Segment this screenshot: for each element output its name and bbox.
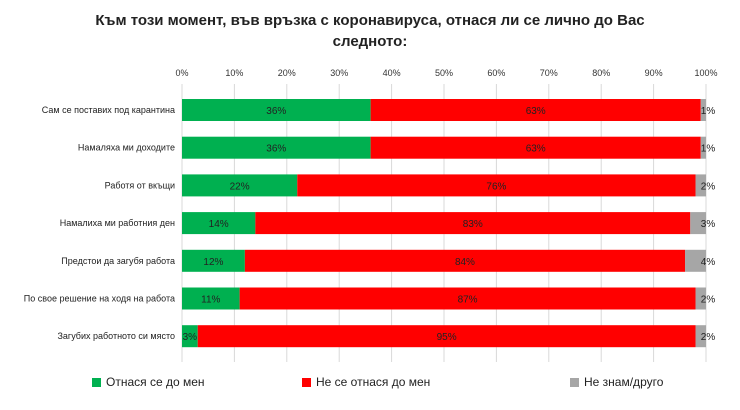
x-tick-label: 60% [487, 68, 505, 78]
bar-segment [197, 325, 696, 348]
x-tick-label: 10% [225, 68, 243, 78]
data-label: 95% [437, 332, 457, 343]
category-label: Сам се поставих под карантина [42, 105, 175, 115]
data-label: 3% [183, 332, 198, 343]
bar-segment [695, 325, 706, 348]
category-label: Намаляха ми доходите [78, 143, 175, 153]
bar-segment [695, 287, 706, 310]
data-label: 2% [701, 332, 716, 343]
legend-label: Не знам/друго [584, 375, 664, 389]
chart-legend: Отнася се до мен Не се отнася до мен Не зн… [0, 375, 740, 395]
data-label: 36% [266, 144, 286, 155]
bar-segment [182, 249, 245, 272]
category-label: Намалиха ми работния ден [60, 218, 175, 228]
legend-swatch [570, 377, 579, 387]
data-label: 2% [701, 295, 716, 306]
bar-segment [182, 174, 298, 197]
data-label: 22% [230, 181, 250, 192]
bar-segment [255, 212, 691, 235]
chart-title-line-1: Към този момент, във връзка с коронавиру… [95, 12, 645, 29]
stacked-bar-chart: 0% 10% 20% 30% 40% 50% 60% 70% 80% 90% 100% Сам се … [24, 68, 718, 362]
bar-segment [690, 212, 706, 235]
legend-label: Отнася се до мен [106, 375, 205, 389]
data-label: 1% [701, 144, 716, 155]
x-tick-label: 100% [694, 68, 717, 78]
bar-segment [244, 249, 686, 272]
bar-segment [695, 174, 706, 197]
legend-item: Не знам/друго [570, 375, 663, 389]
bar-segment [182, 136, 371, 159]
data-label: 84% [455, 257, 475, 268]
legend-label: Не се отнася до мен [316, 375, 431, 389]
chart-title-line-2: следното: [332, 33, 408, 50]
bar-segment [239, 287, 696, 310]
data-label: 76% [486, 181, 506, 192]
data-label: 1% [701, 106, 716, 117]
bar-segment [297, 174, 696, 197]
legend-swatch [302, 377, 311, 387]
data-label: 11% [201, 295, 220, 306]
bar-segment [182, 325, 198, 348]
x-tick-label: 20% [278, 68, 296, 78]
bar-segment [370, 136, 701, 159]
bar-segment [182, 212, 256, 235]
bar-segment [700, 99, 706, 121]
x-tick-label: 40% [383, 68, 401, 78]
data-label: 3% [701, 219, 716, 230]
data-label: 12% [203, 257, 223, 268]
category-label: Предстои да загубя работа [61, 256, 175, 266]
data-label: 63% [526, 106, 546, 117]
x-tick-label: 80% [592, 68, 610, 78]
bar-segment [700, 136, 706, 159]
data-label: 63% [526, 144, 546, 155]
x-tick-label: 0% [175, 68, 188, 78]
data-label: 2% [701, 181, 716, 192]
data-label: 83% [463, 219, 483, 230]
x-tick-label: 50% [435, 68, 453, 78]
bar-segment [685, 249, 706, 272]
bar-segment [370, 99, 701, 121]
x-tick-label: 30% [330, 68, 348, 78]
data-label: 14% [209, 219, 229, 230]
legend-item: Отнася се до мен [92, 375, 205, 389]
bar-segment [182, 287, 240, 310]
data-label: 87% [458, 295, 478, 306]
legend-item: Не се отнася до мен [302, 375, 430, 389]
legend-swatch [92, 377, 101, 387]
x-tick-label: 70% [540, 68, 558, 78]
data-label: 36% [266, 106, 286, 117]
bar-segment [182, 99, 371, 121]
category-label: Работя от вкъщи [105, 180, 175, 190]
data-label: 4% [701, 257, 716, 268]
category-label: По свое решение на ходя на работа [24, 294, 175, 304]
x-tick-label: 90% [645, 68, 663, 78]
category-label: Загубих работното си място [57, 331, 175, 341]
